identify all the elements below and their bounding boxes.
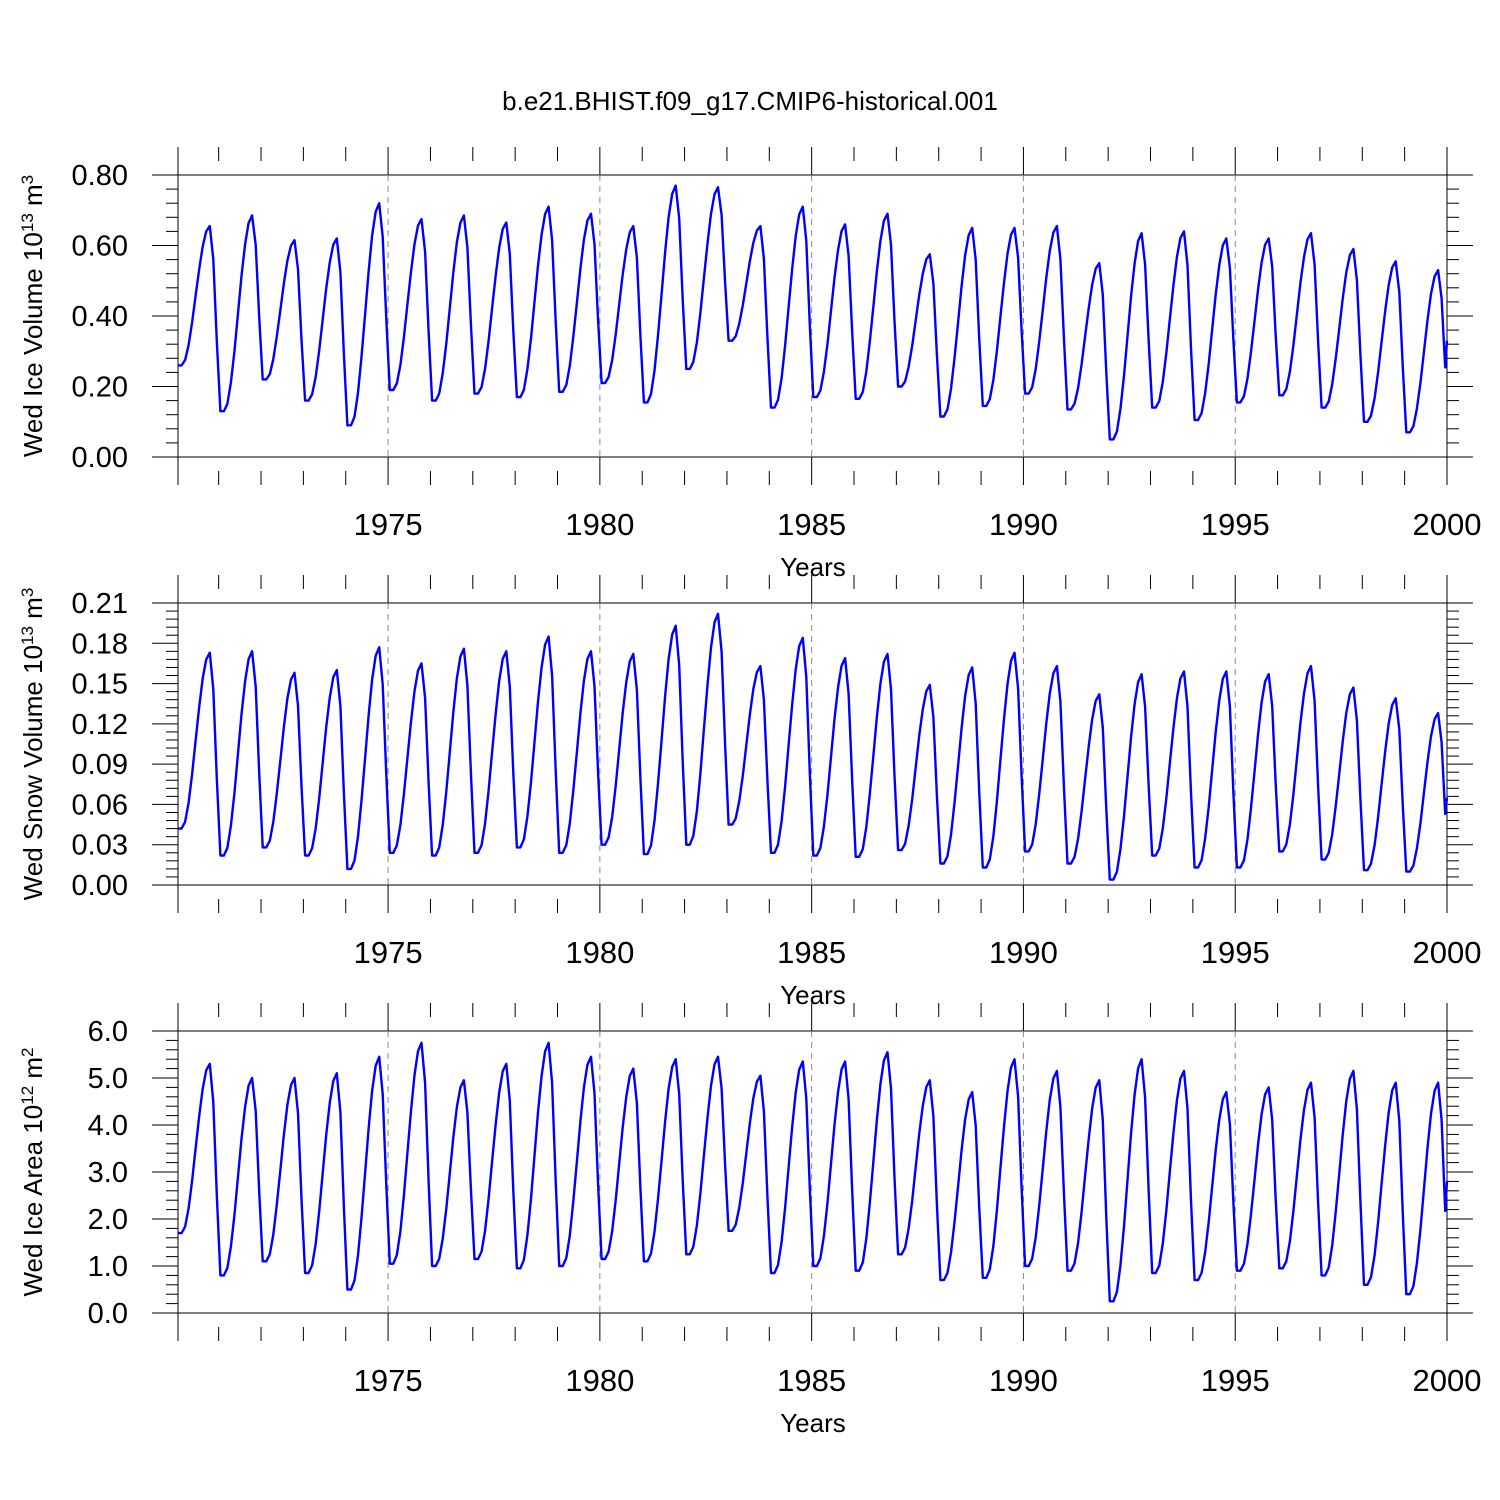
y-tick-label: 0.0: [88, 1298, 128, 1330]
x-tick-label: 1975: [354, 1363, 423, 1398]
x-axis-title: Years: [780, 980, 846, 1010]
x-tick-label: 1985: [777, 935, 846, 970]
data-series-line: [178, 184, 1449, 441]
x-tick-label: 1975: [354, 507, 423, 542]
y-tick-label: 6.0: [88, 1016, 128, 1048]
x-tick-label: 1985: [777, 1363, 846, 1398]
y-tick-label: 3.0: [88, 1157, 128, 1189]
x-tick-label: 2000: [1413, 1363, 1482, 1398]
y-tick-label: 0.20: [72, 372, 128, 404]
x-tick-label: 1985: [777, 507, 846, 542]
y-tick-label: 5.0: [88, 1063, 128, 1095]
x-tick-label: 1995: [1201, 507, 1270, 542]
y-tick-label: 0.00: [72, 870, 128, 902]
y-tick-label: 0.18: [72, 628, 128, 660]
x-tick-label: 1990: [989, 1363, 1058, 1398]
y-tick-label: 0.60: [72, 231, 128, 263]
x-axis-title: Years: [780, 1408, 846, 1438]
y-tick-label: 0.21: [72, 588, 128, 620]
y-tick-label: 0.40: [72, 301, 128, 333]
x-tick-label: 2000: [1413, 507, 1482, 542]
panel-ice-area: 0.0 1.0 2.0 3.0 4.0 5.0 6.0 1975 1980 1985 1990 199…: [18, 1003, 1482, 1438]
y-tick-label: 0.12: [72, 709, 128, 741]
panel-snow-volume: 0.00 0.03 0.06 0.09 0.12 0.15 0.18 0.21 1975 1980…: [18, 575, 1482, 1010]
y-axis-title: Wed Snow Volume 1013 m3: [18, 588, 49, 901]
x-tick-label: 2000: [1413, 935, 1482, 970]
x-tick-label: 1980: [565, 935, 634, 970]
x-tick-label: 1995: [1201, 935, 1270, 970]
y-tick-label: 0.15: [72, 669, 128, 701]
x-tick-label: 1975: [354, 935, 423, 970]
y-tick-label: 0.09: [72, 749, 128, 781]
y-tick-label: 0.03: [72, 830, 128, 862]
figure-title: b.e21.BHIST.f09_g17.CMIP6-historical.001: [502, 86, 998, 116]
x-tick-label: 1980: [565, 507, 634, 542]
panel-ice-volume: 0.00 0.20 0.40 0.60 0.80 1975 1980 1985 1990 1995…: [18, 147, 1482, 582]
y-tick-label: 0.06: [72, 789, 128, 821]
x-axis-title: Years: [780, 552, 846, 582]
y-tick-label: 1.0: [88, 1251, 128, 1283]
data-series-line: [178, 1041, 1449, 1303]
y-tick-label: 2.0: [88, 1204, 128, 1236]
y-axis-title: Wed Ice Volume 1013 m3: [18, 175, 49, 457]
x-tick-label: 1995: [1201, 1363, 1270, 1398]
data-series-line: [178, 612, 1449, 881]
y-tick-label: 4.0: [88, 1110, 128, 1142]
x-tick-label: 1990: [989, 507, 1058, 542]
y-tick-label: 0.00: [72, 442, 128, 474]
y-axis-title: Wed Ice Area 1012 m2: [18, 1047, 49, 1296]
x-tick-label: 1980: [565, 1363, 634, 1398]
y-tick-label: 0.80: [72, 160, 128, 192]
x-tick-label: 1990: [989, 935, 1058, 970]
